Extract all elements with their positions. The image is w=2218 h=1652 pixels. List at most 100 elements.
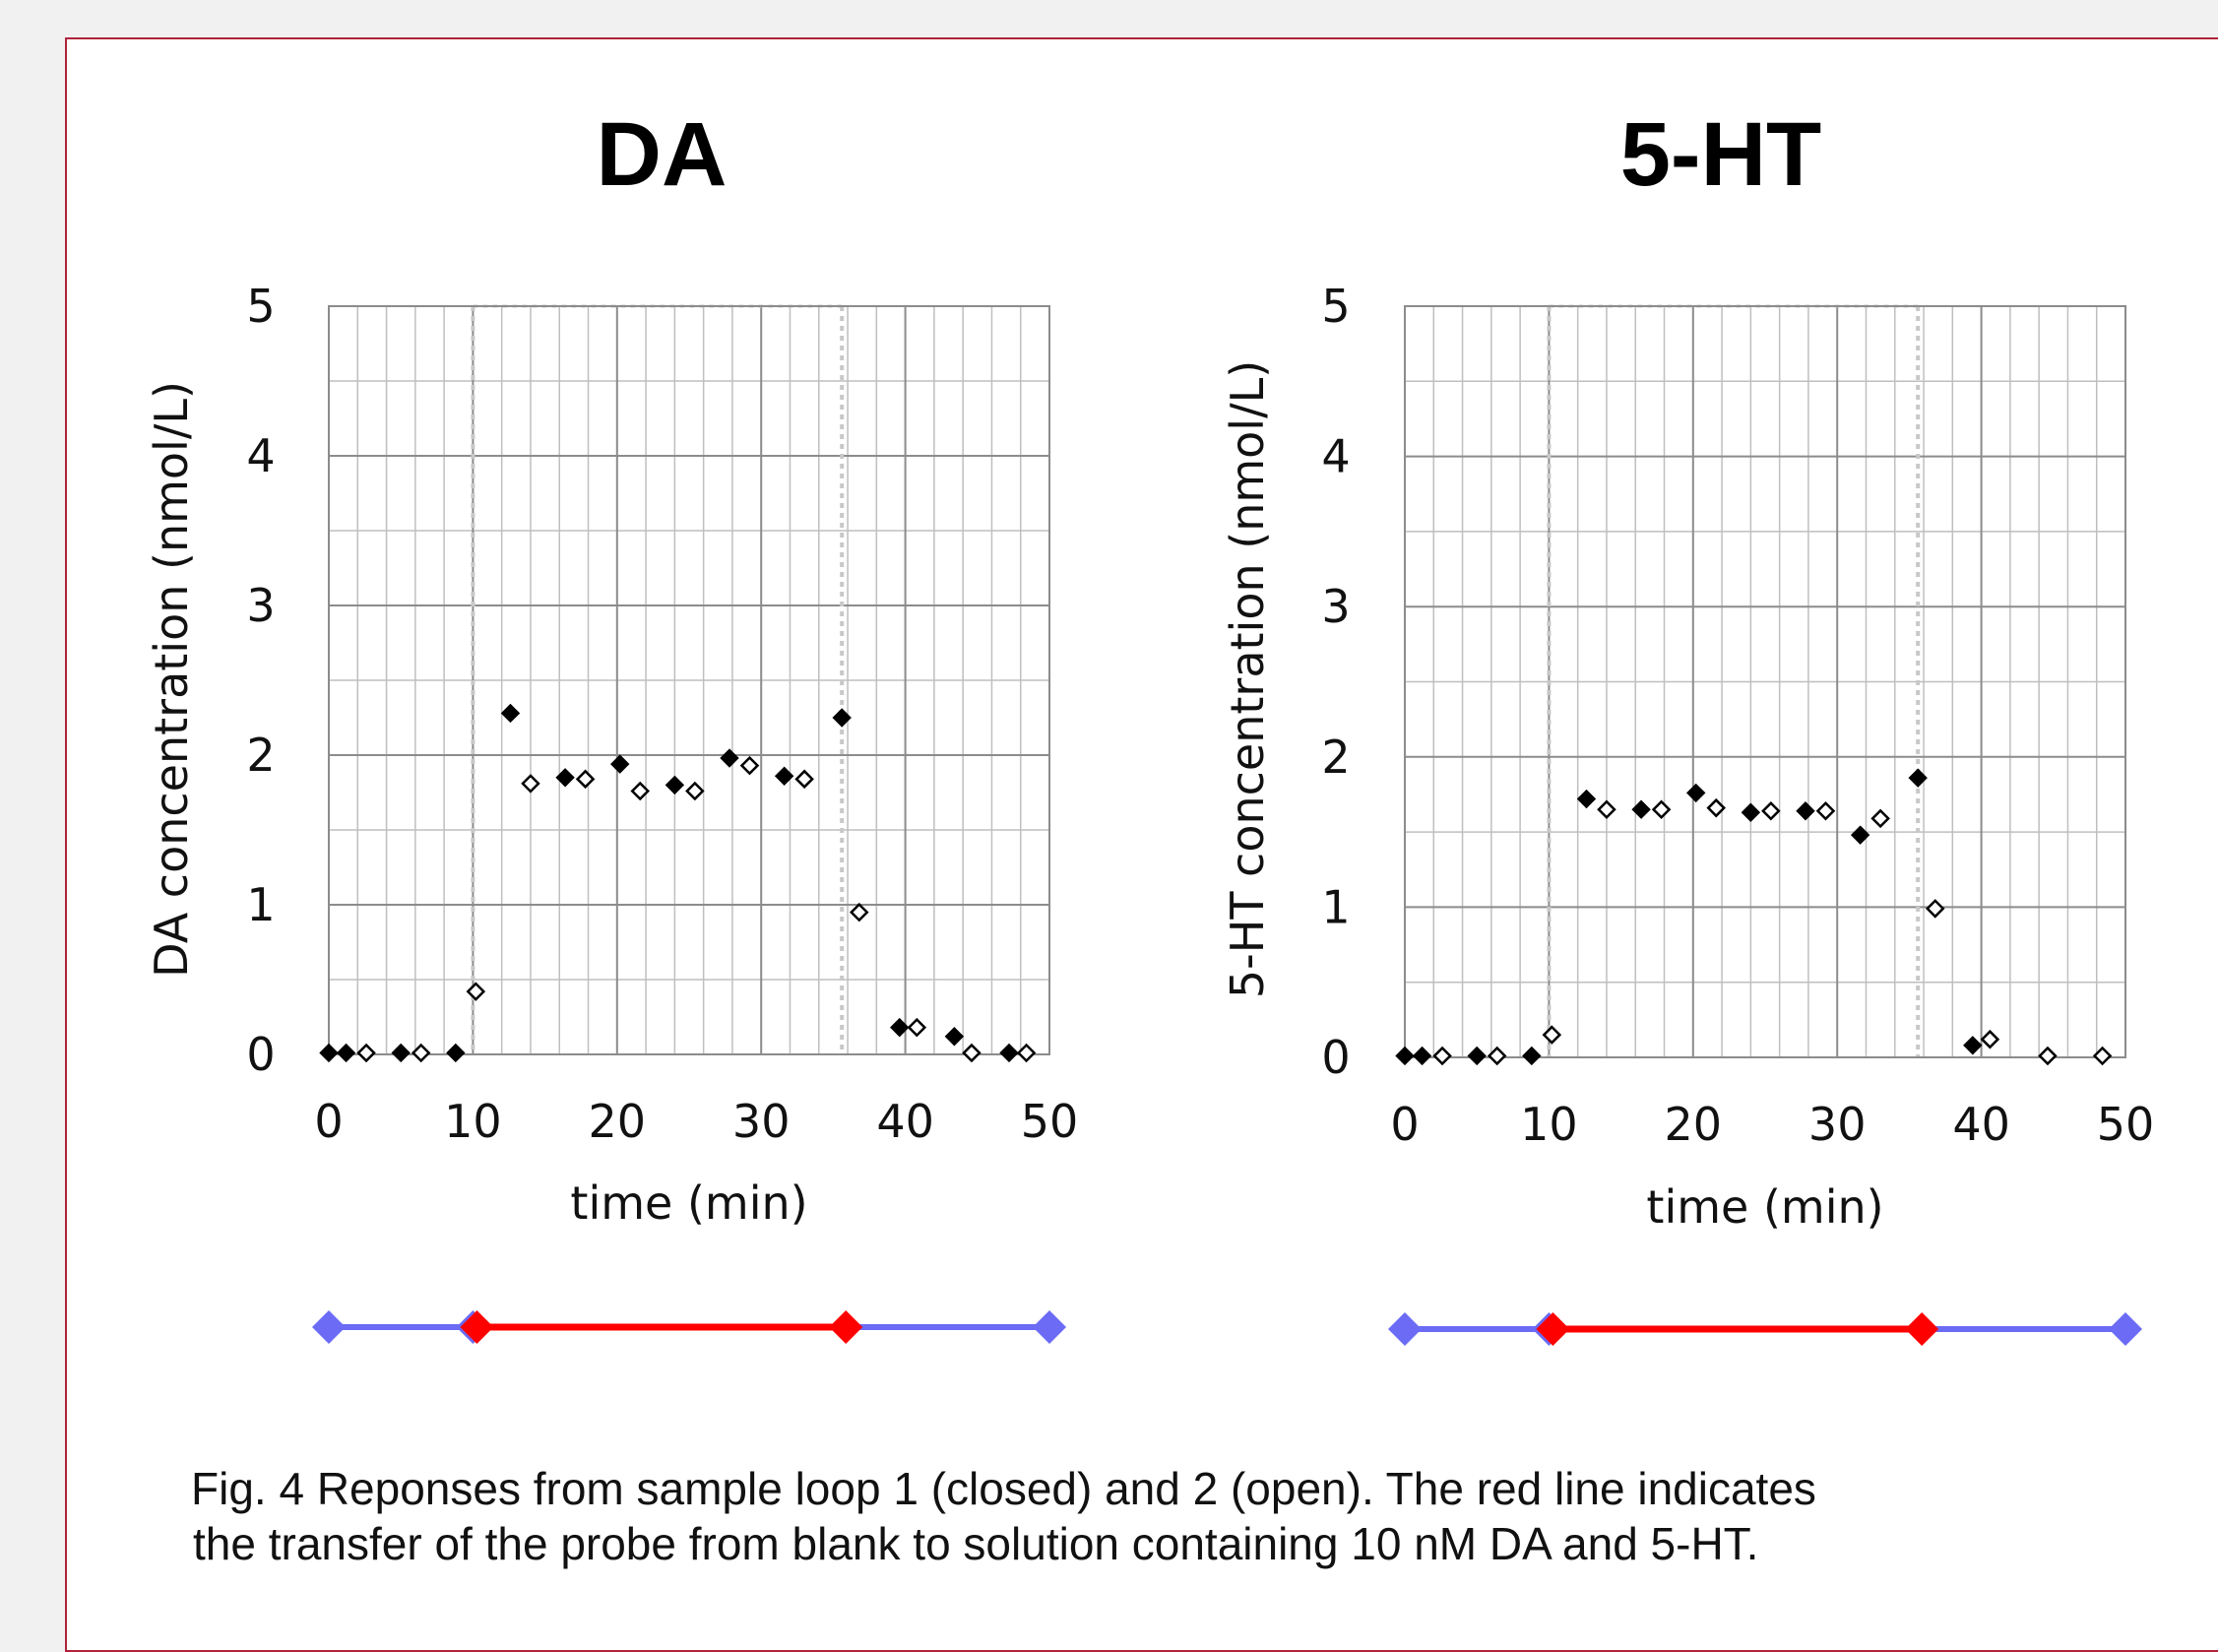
data-point-loop-2 [739, 755, 760, 776]
timeline-blank-marker [1033, 1310, 1066, 1344]
chart-da: 0 10 20 30 40 50 0 1 2 3 4 5 DA time (min) DA concentr… [145, 104, 1078, 1344]
y-tick-label: 4 [246, 429, 275, 482]
data-point-loop-1 [944, 1027, 965, 1047]
data-point-loop-2 [1651, 799, 1672, 819]
figure-caption: Fig. 4 Reponses from sample loop 1 (clos… [191, 1461, 2121, 1571]
data-point-loop-2 [1542, 1025, 1562, 1045]
data-point-loop-1 [610, 754, 630, 774]
data-point-loop-1 [1796, 801, 1815, 821]
y-axis-label: DA concentration (nmol/L) [145, 381, 198, 978]
data-point-loop-2 [356, 1043, 376, 1063]
data-point-loop-2 [794, 769, 814, 790]
chart-title: 5-HT [1620, 104, 1821, 205]
data-point-loop-2 [2038, 1046, 2058, 1066]
timeline-solution-marker [1905, 1312, 1939, 1346]
data-point-loop-2 [521, 774, 540, 794]
x-axis-label: time (min) [1646, 1180, 1883, 1234]
data-point-loop-2 [1597, 799, 1616, 819]
x-tick-label: 10 [1520, 1098, 1578, 1151]
data-point-loop-2 [685, 781, 705, 801]
caption-line-2: the transfer of the probe from blank to … [193, 1518, 1759, 1569]
x-tick-label: 30 [732, 1095, 791, 1148]
data-point-loop-2 [1815, 800, 1836, 821]
data-point-loop-2 [411, 1043, 431, 1063]
data-point-loop-1 [774, 766, 794, 786]
timeline-solution-marker [829, 1310, 863, 1344]
data-point-loop-2 [907, 1017, 927, 1038]
timeline-blank-marker [2109, 1312, 2142, 1346]
data-point-loop-1 [1850, 825, 1870, 845]
data-point-loop-1 [720, 748, 739, 768]
data-point-loop-1 [1412, 1046, 1432, 1066]
data-point-loop-1 [1686, 783, 1706, 803]
timeline-blank-marker [312, 1310, 346, 1344]
timeline-blank-marker [1388, 1312, 1422, 1346]
x-tick-label: 0 [1390, 1098, 1419, 1151]
x-axis-label: time (min) [570, 1176, 807, 1230]
y-tick-label: 3 [246, 579, 275, 632]
plot-frame [328, 305, 1050, 1055]
y-tick-label: 5 [246, 280, 275, 333]
x-tick-label: 50 [1021, 1095, 1079, 1148]
chart-5ht: 0 10 20 30 40 50 0 1 2 3 4 5 5-HT time (min) 5-HT conc… [1221, 104, 2154, 1346]
data-point-loop-1 [1963, 1036, 1983, 1055]
data-point-loop-1 [1395, 1046, 1415, 1066]
data-point-loop-1 [446, 1043, 466, 1063]
y-tick-label: 1 [246, 878, 275, 931]
data-point-loop-2 [630, 781, 650, 801]
x-tick-label: 30 [1808, 1098, 1867, 1151]
x-tick-label: 40 [876, 1095, 934, 1148]
y-tick-label: 2 [246, 729, 275, 782]
data-point-loop-1 [1467, 1046, 1487, 1066]
data-point-loop-1 [890, 1017, 910, 1038]
y-tick-label: 5 [1321, 280, 1350, 333]
data-point-loop-1 [665, 775, 685, 795]
data-point-loop-1 [1576, 789, 1597, 809]
transfer-timeline [312, 1310, 1066, 1344]
data-point-loop-2 [1016, 1043, 1037, 1063]
y-tick-label: 0 [1321, 1031, 1350, 1084]
y-axis-label: 5-HT concentration (nmol/L) [1221, 360, 1274, 998]
x-tick-label: 50 [2097, 1098, 2155, 1151]
data-point-loop-2 [1925, 899, 1945, 919]
data-point-loop-1 [832, 708, 852, 728]
data-point-loop-2 [962, 1043, 982, 1063]
x-tick-label: 10 [444, 1095, 502, 1148]
data-point-loop-1 [1741, 802, 1761, 822]
data-point-loop-2 [1487, 1046, 1507, 1066]
chart-title: DA [597, 104, 728, 205]
data-point-loop-1 [555, 768, 575, 788]
y-tick-label: 2 [1321, 731, 1350, 784]
data-point-loop-2 [1706, 797, 1726, 818]
data-point-loop-2 [849, 902, 869, 922]
data-point-loop-2 [575, 769, 596, 790]
x-tick-label: 0 [314, 1095, 343, 1148]
data-point-loop-1 [319, 1043, 339, 1063]
data-point-loop-2 [1980, 1029, 2000, 1049]
data-point-loop-2 [1761, 800, 1781, 821]
data-point-loop-1 [336, 1043, 356, 1063]
data-point-loop-1 [500, 703, 521, 724]
transfer-timeline [1388, 1312, 2142, 1346]
data-point-loop-2 [466, 982, 486, 1001]
timeline-solution-marker [1536, 1312, 1570, 1346]
x-tick-label: 40 [1952, 1098, 2010, 1151]
data-point-loop-1 [999, 1043, 1019, 1063]
y-tick-label: 3 [1321, 580, 1350, 633]
y-tick-label: 1 [1321, 880, 1350, 933]
x-tick-label: 20 [589, 1095, 647, 1148]
y-tick-label: 0 [246, 1028, 275, 1081]
y-tick-label: 4 [1321, 430, 1350, 483]
data-point-loop-1 [1631, 799, 1651, 819]
data-point-loop-1 [1522, 1046, 1542, 1066]
x-tick-label: 20 [1665, 1098, 1723, 1151]
data-point-loop-1 [1908, 768, 1928, 788]
data-point-loop-1 [391, 1043, 411, 1063]
data-point-loop-2 [2092, 1046, 2113, 1066]
data-point-loop-2 [1870, 808, 1890, 829]
plot-frame [1404, 305, 2126, 1058]
timeline-solution-marker [460, 1310, 494, 1344]
data-point-loop-2 [1432, 1046, 1452, 1066]
caption-line-1: Fig. 4 Reponses from sample loop 1 (clos… [191, 1463, 1816, 1514]
